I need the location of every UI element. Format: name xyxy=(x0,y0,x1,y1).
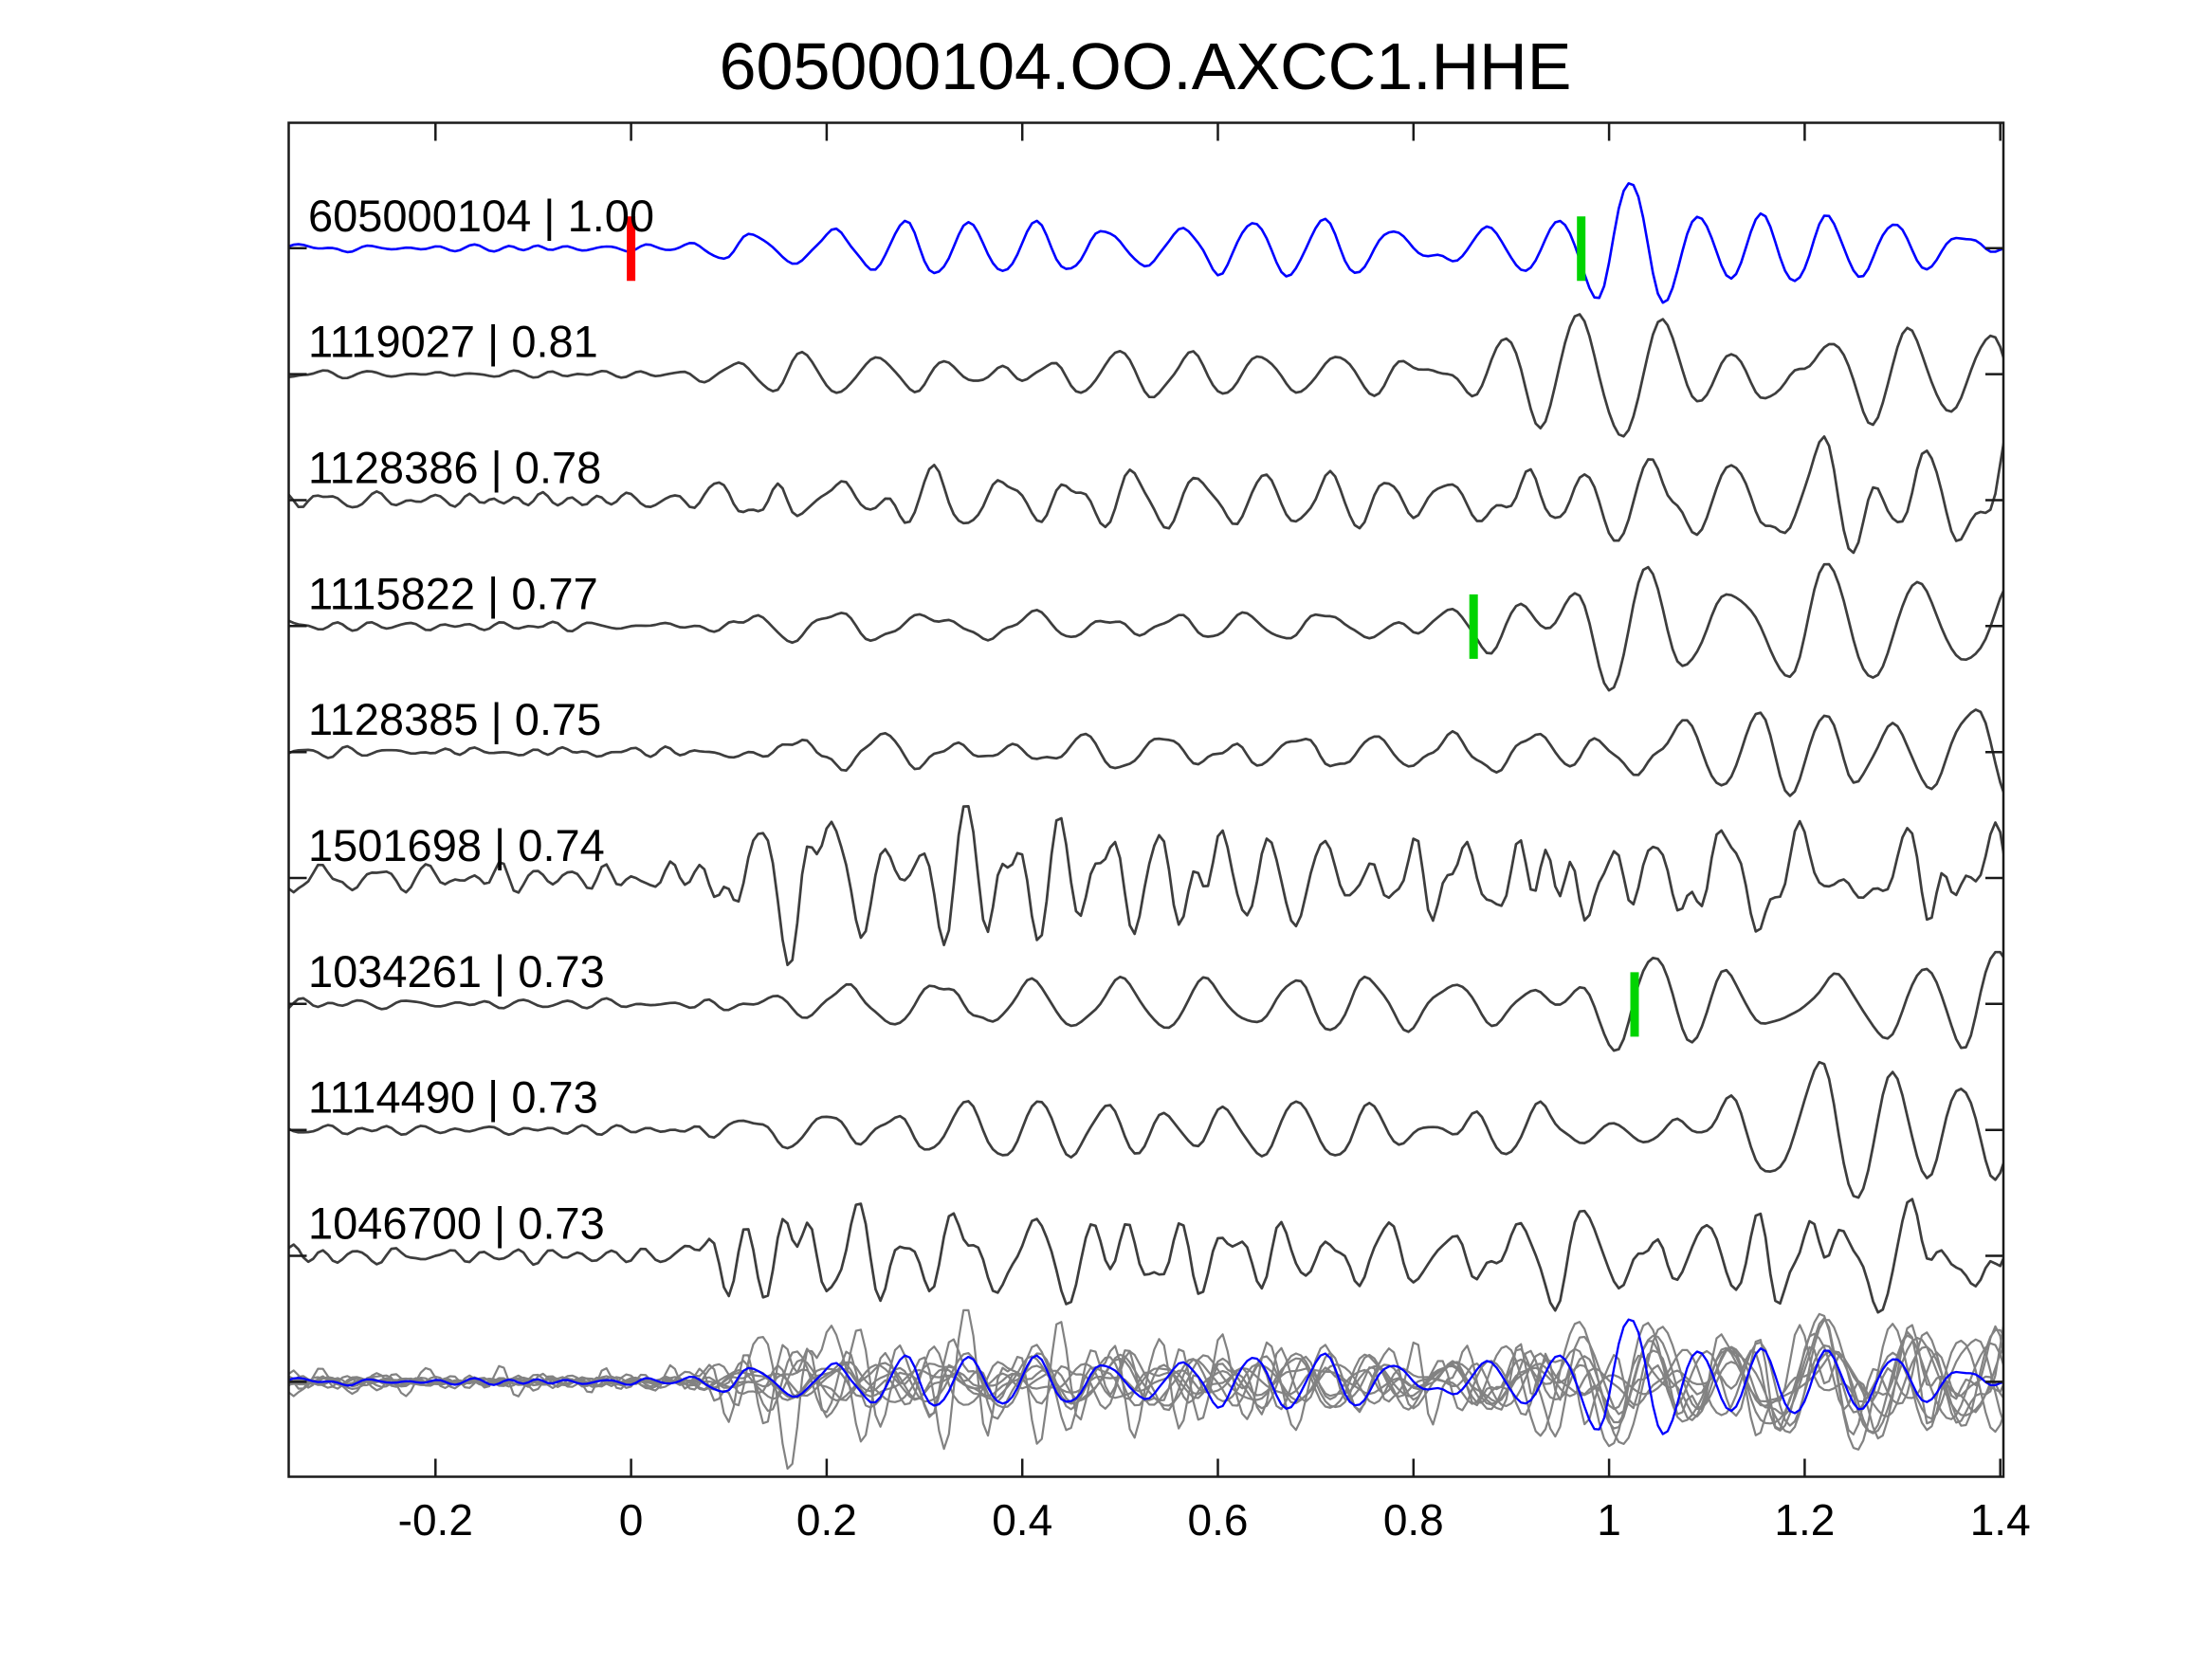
svg-text:1119027 | 0.81: 1119027 | 0.81 xyxy=(308,317,598,367)
svg-text:605000104 | 1.00: 605000104 | 1.00 xyxy=(308,191,654,241)
svg-text:1.4: 1.4 xyxy=(1970,1495,2031,1545)
svg-text:1128385 | 0.75: 1128385 | 0.75 xyxy=(308,694,601,744)
svg-text:1128386 | 0.78: 1128386 | 0.78 xyxy=(308,443,601,493)
svg-text:1.2: 1.2 xyxy=(1774,1495,1835,1545)
svg-text:1: 1 xyxy=(1597,1495,1621,1545)
svg-text:1034261 | 0.73: 1034261 | 0.73 xyxy=(308,946,605,997)
svg-text:1501698 | 0.74: 1501698 | 0.74 xyxy=(308,820,605,870)
svg-text:0.4: 0.4 xyxy=(992,1495,1052,1545)
svg-text:1114490 | 0.73: 1114490 | 0.73 xyxy=(308,1072,598,1123)
svg-text:-0.2: -0.2 xyxy=(398,1495,473,1545)
svg-text:0.6: 0.6 xyxy=(1188,1495,1249,1545)
svg-text:0: 0 xyxy=(619,1495,644,1545)
svg-text:0.2: 0.2 xyxy=(796,1495,857,1545)
svg-text:1046700 | 0.73: 1046700 | 0.73 xyxy=(308,1198,605,1249)
svg-text:1115822 | 0.77: 1115822 | 0.77 xyxy=(308,568,598,618)
svg-text:0.8: 0.8 xyxy=(1383,1495,1444,1545)
svg-text:605000104.OO.AXCC1.HHE: 605000104.OO.AXCC1.HHE xyxy=(720,29,1572,103)
